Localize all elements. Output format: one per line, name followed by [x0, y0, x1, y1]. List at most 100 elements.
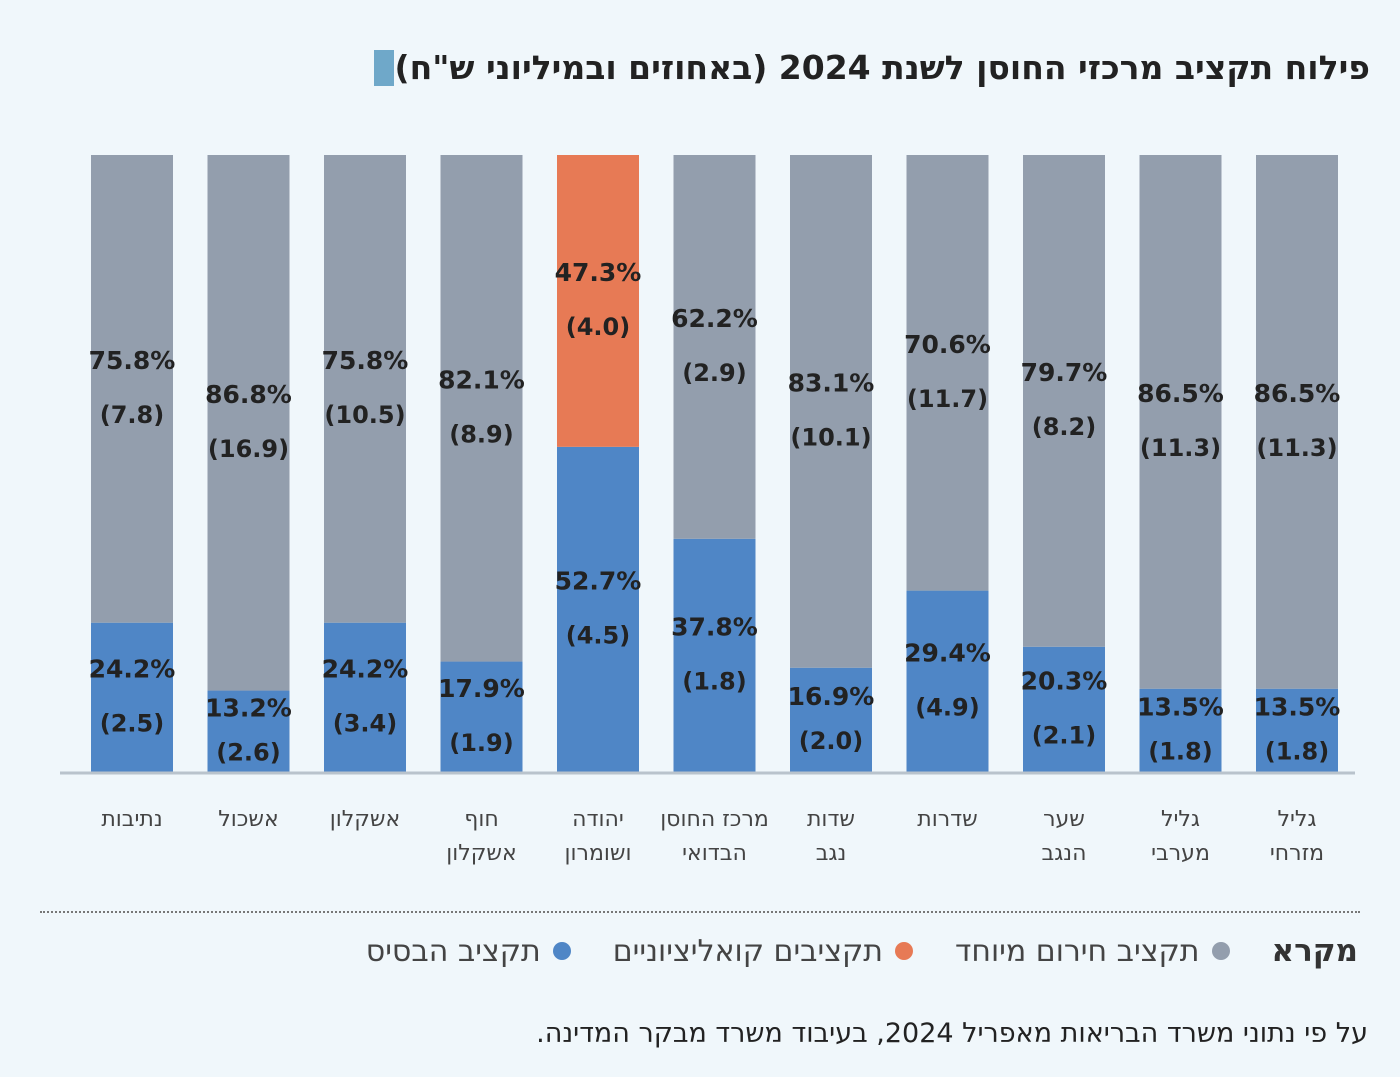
amount-label-base-7: (1.9): [449, 729, 513, 757]
pct-label-emergency-3: 70.6%: [904, 330, 991, 359]
category-label-3: שדרות: [917, 807, 977, 832]
stacked-bar-chart: 13.5% (1.8) 86.5% (11.3) גליל מזרחי 13.5% (1.8)…: [60, 155, 1355, 866]
amount-label-emergency-4: (10.1): [790, 423, 871, 451]
amount-label-base-8: (3.4): [333, 709, 397, 737]
legend-dot-emergency: [1211, 942, 1230, 960]
category-label2-4: נגב: [816, 841, 847, 866]
bar-base-8: [324, 622, 406, 772]
pct-label-base-4: 16.9%: [788, 682, 875, 711]
legend-item-emergency: תקציב חירום מיוחד: [955, 933, 1230, 969]
pct-label-base-5: 37.8%: [671, 612, 758, 641]
pct-label-emergency-2: 79.7%: [1021, 358, 1108, 387]
amount-label-emergency-10: (7.8): [100, 401, 164, 429]
amount-label-emergency-0: (11.3): [1256, 434, 1337, 462]
category-label2-5: הבדואי: [682, 841, 747, 866]
category-label-8: אשקלון: [330, 807, 400, 832]
chart-title-wrap: פילוח תקציב מרכזי החוסן לשנת 2024 (באחוז…: [362, 48, 1370, 87]
amount-label-emergency-5: (2.9): [682, 359, 746, 387]
pct-label-base-8: 24.2%: [322, 654, 409, 683]
amount-label-base-5: (1.8): [682, 667, 746, 695]
pct-label-emergency-0: 86.5%: [1254, 379, 1341, 408]
pct-label-base-2: 20.3%: [1021, 666, 1108, 695]
bar-emergency-3: [906, 155, 989, 591]
pct-label-base-9: 13.2%: [205, 693, 292, 722]
category-label-10: נתיבות: [101, 807, 162, 832]
bar-emergency-5: [673, 155, 756, 539]
bar-emergency-9: [207, 155, 290, 691]
bar-emergency-0: [1256, 155, 1338, 689]
amount-label-emergency-7: (8.9): [449, 420, 513, 448]
legend-title: מקרא: [1271, 933, 1359, 969]
category-label-7: חוף: [464, 807, 498, 832]
pct-label-coalition-6: 47.3%: [555, 258, 642, 287]
amount-label-coalition-6: (4.0): [566, 313, 630, 341]
legend-item-base: תקציב הבסיס: [366, 934, 571, 969]
amount-label-emergency-8: (10.5): [324, 401, 405, 429]
amount-label-emergency-9: (16.9): [208, 435, 289, 463]
bar-base-9: [207, 690, 290, 772]
category-label-9: אשכול: [218, 807, 278, 832]
legend-label-base: תקציב הבסיס: [365, 933, 541, 969]
bar-base-1: [1139, 688, 1222, 772]
category-label-2: שער: [1043, 807, 1085, 832]
bar-base-3: [906, 590, 989, 772]
pct-label-base-0: 13.5%: [1254, 692, 1341, 721]
pct-label-base-10: 24.2%: [89, 654, 176, 683]
title-marker: [374, 49, 395, 86]
bar-emergency-8: [324, 155, 406, 623]
amount-label-base-6: (4.5): [566, 621, 630, 649]
bar-emergency-1: [1139, 155, 1222, 689]
source-note: על פי נתוני משרד הבריאות מאפריל 2024, בע…: [536, 1018, 1368, 1049]
amount-label-base-4: (2.0): [799, 727, 863, 755]
pct-label-base-3: 29.4%: [904, 638, 991, 667]
category-label-4: שדות: [807, 807, 855, 832]
amount-label-base-2: (2.1): [1032, 721, 1096, 749]
bar-emergency-10: [91, 155, 173, 623]
pct-label-emergency-7: 82.1%: [438, 365, 525, 394]
bar-base-10: [91, 622, 173, 772]
bar-base-6: [557, 446, 639, 772]
bar-coalition-6: [557, 155, 639, 447]
amount-label-base-1: (1.8): [1148, 737, 1212, 765]
bar-base-0: [1256, 688, 1338, 772]
category-label2-2: הנגב: [1042, 841, 1087, 866]
pct-label-emergency-9: 86.8%: [205, 380, 292, 409]
pct-label-emergency-10: 75.8%: [89, 346, 176, 375]
amount-label-base-9: (2.6): [216, 738, 280, 766]
legend-divider: [40, 911, 1360, 913]
category-label2-1: מערבי: [1151, 841, 1210, 866]
pct-label-base-7: 17.9%: [438, 674, 525, 703]
bar-emergency-4: [790, 155, 872, 668]
category-label-6: יהודה: [572, 807, 624, 832]
amount-label-emergency-1: (11.3): [1140, 434, 1221, 462]
bar-base-7: [440, 661, 523, 772]
bar-base-5: [673, 538, 756, 772]
legend-item-coalition: תקציבים קואליציוניים: [612, 933, 914, 969]
pct-label-base-1: 13.5%: [1137, 692, 1224, 721]
category-label-0: גליל: [1278, 807, 1317, 832]
amount-label-base-3: (4.9): [915, 693, 979, 721]
legend-label-coalition: תקציבים קואליציוניים: [612, 933, 884, 969]
pct-label-base-6: 52.7%: [555, 566, 642, 595]
bar-emergency-7: [440, 155, 523, 662]
legend-label-emergency: תקציב חירום מיוחד: [955, 933, 1200, 969]
bar-base-4: [790, 667, 872, 772]
pct-label-emergency-8: 75.8%: [322, 346, 409, 375]
amount-label-emergency-2: (8.2): [1032, 413, 1096, 441]
amount-label-base-0: (1.8): [1265, 737, 1329, 765]
legend-dot-base: [552, 942, 571, 960]
pct-label-emergency-5: 62.2%: [671, 304, 758, 333]
category-label2-0: מזרחי: [1270, 841, 1324, 866]
category-label2-6: ושומרון: [565, 841, 632, 866]
amount-label-emergency-3: (11.7): [907, 385, 988, 413]
chart-title: פילוח תקציב מרכזי החוסן לשנת 2024 (באחוז…: [394, 48, 1370, 87]
legend-dot-coalition: [895, 942, 914, 960]
pct-label-emergency-4: 83.1%: [788, 368, 875, 397]
bar-base-2: [1023, 646, 1105, 772]
pct-label-emergency-1: 86.5%: [1137, 379, 1224, 408]
category-label2-7: אשקלון: [446, 841, 516, 866]
bar-emergency-2: [1023, 155, 1105, 647]
category-label-1: גליל: [1161, 807, 1200, 832]
legend: מקרא תקציב חירום מיוחד תקציבים קואליציונ…: [42, 926, 1358, 976]
amount-label-base-10: (2.5): [100, 709, 164, 737]
